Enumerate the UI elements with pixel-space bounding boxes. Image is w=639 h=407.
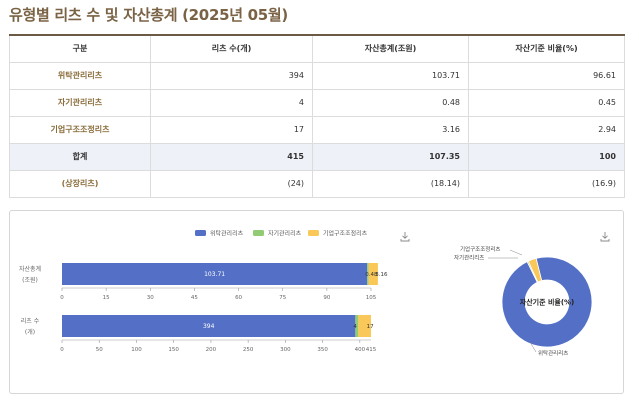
category-unit: (개) xyxy=(25,328,35,336)
cell-count: (24) xyxy=(150,169,313,198)
cell-ratio: 100 xyxy=(468,142,625,171)
table-row-listed: (상장리츠) (24) (18.14) (16.9) xyxy=(9,169,625,198)
bar-data-label: 17 xyxy=(367,324,374,330)
table-row: 자기관리리츠 4 0.48 0.45 xyxy=(9,88,625,117)
x-tick-label: 200 xyxy=(206,347,217,353)
pie-leader-line xyxy=(509,249,523,256)
bar-data-label: 4 xyxy=(353,324,357,330)
legend-label: 자기관리리츠 xyxy=(268,230,302,238)
cell-ratio: 0.45 xyxy=(468,88,625,117)
x-tick-label: 75 xyxy=(279,295,286,301)
bar-data-label: 394 xyxy=(203,323,215,330)
x-tick-label: 400 xyxy=(355,347,366,353)
x-tick-label: 250 xyxy=(243,347,254,353)
x-tick-label: 60 xyxy=(235,295,242,301)
cell-count: 17 xyxy=(150,115,313,144)
x-tick-label: 150 xyxy=(168,347,179,353)
pie-slice-label: 위탁관리리츠 xyxy=(538,349,568,357)
bar-data-label: 0.48 xyxy=(365,272,378,278)
header-assets: 자산총계(조원) xyxy=(312,34,469,63)
header-count: 리츠 수(개) xyxy=(150,34,313,63)
cell-ratio: 96.61 xyxy=(468,61,625,90)
row-label: 위탁관리리츠 xyxy=(9,61,151,90)
legend-item[interactable]: 자기관리리츠 xyxy=(253,230,302,238)
legend-label: 위탁관리리츠 xyxy=(210,230,244,238)
cell-count: 394 xyxy=(150,61,313,90)
x-tick-label: 350 xyxy=(317,347,328,353)
table-row: 기업구조조정리츠 17 3.16 2.94 xyxy=(9,115,625,144)
header-category: 구분 xyxy=(9,34,151,63)
legend-label: 기업구조조정리츠 xyxy=(323,230,368,238)
bar-data-label: 3.16 xyxy=(375,272,388,278)
download-icon[interactable] xyxy=(600,232,610,242)
charts-panel: 위탁관리리츠 자기관리리츠 기업구조조정리츠 자산총계 (조원) 0 15 30 45 60 75 9… xyxy=(9,210,624,394)
x-tick-label: 105 xyxy=(366,295,377,301)
row-label: 합계 xyxy=(9,142,151,171)
row-label: (상장리츠) xyxy=(9,169,151,198)
row-label: 자기관리리츠 xyxy=(9,88,151,117)
x-tick-label: 15 xyxy=(103,295,110,301)
cell-ratio: (16.9) xyxy=(468,169,625,198)
bar-segment[interactable] xyxy=(368,263,378,285)
x-tick-label: 415 xyxy=(366,347,377,353)
table-row-total: 합계 415 107.35 100 xyxy=(9,142,625,171)
x-tick-label: 0 xyxy=(60,295,64,301)
cell-ratio: 2.94 xyxy=(468,115,625,144)
legend-swatch xyxy=(195,230,206,236)
page-title: 유형별 리츠 수 및 자산총계 (2025년 05월) xyxy=(9,6,288,24)
bar-segment[interactable] xyxy=(62,263,368,285)
category-label: 리츠 수 xyxy=(21,317,40,325)
bar-subplot: 자산총계 (조원) 0 15 30 45 60 75 90 105 103.71 0.483.16 xyxy=(19,263,388,301)
bar-segment[interactable] xyxy=(355,315,359,337)
pie-slice[interactable] xyxy=(492,247,601,356)
row-label: 기업구조조정리츠 xyxy=(9,115,151,144)
x-tick-label: 30 xyxy=(147,295,154,301)
bar-segment[interactable] xyxy=(367,263,369,285)
cell-assets: 3.16 xyxy=(312,115,469,144)
x-tick-label: 100 xyxy=(131,347,142,353)
pie-slice-label: 기업구조조정리츠 xyxy=(460,245,500,253)
table-header-row: 구분 리츠 수(개) 자산총계(조원) 자산기준 비율(%) xyxy=(9,34,625,63)
legend-swatch xyxy=(308,230,319,236)
bar-segment[interactable] xyxy=(358,315,371,337)
download-icon[interactable] xyxy=(400,232,410,242)
cell-assets: (18.14) xyxy=(312,169,469,198)
cell-assets: 107.35 xyxy=(312,142,469,171)
x-tick-label: 45 xyxy=(191,295,198,301)
category-unit: (조원) xyxy=(22,276,38,284)
cell-assets: 0.48 xyxy=(312,88,469,117)
cell-count: 415 xyxy=(150,142,313,171)
pie-leader-line xyxy=(529,341,537,353)
cell-assets: 103.71 xyxy=(312,61,469,90)
bar-subplot: 리츠 수 (개) 0 50 100 150 200 250 300 350 400 415 394 4 17 xyxy=(21,315,377,353)
table-row: 위탁관리리츠 394 103.71 96.61 xyxy=(9,61,625,90)
bar-data-label: 103.71 xyxy=(204,271,225,278)
category-label: 자산총계 xyxy=(19,265,41,273)
x-tick-label: 50 xyxy=(96,347,103,353)
header-ratio: 자산기준 비율(%) xyxy=(468,34,625,63)
legend-item[interactable]: 기업구조조정리츠 xyxy=(308,230,368,238)
reits-stats-table: 구분 리츠 수(개) 자산총계(조원) 자산기준 비율(%) 위탁관리리츠 39… xyxy=(9,34,625,198)
cell-count: 4 xyxy=(150,88,313,117)
bar-segment[interactable] xyxy=(62,315,356,337)
x-tick-label: 300 xyxy=(280,347,291,353)
x-tick-label: 90 xyxy=(323,295,330,301)
pie-slice-label: 자기관리리츠 xyxy=(454,254,484,262)
x-tick-label: 0 xyxy=(60,347,64,353)
pie-center-label: 자산기준 비율(%) xyxy=(520,298,575,307)
pie-slice[interactable] xyxy=(527,257,543,283)
legend-swatch xyxy=(253,230,264,236)
legend-item[interactable]: 위탁관리리츠 xyxy=(195,230,244,238)
